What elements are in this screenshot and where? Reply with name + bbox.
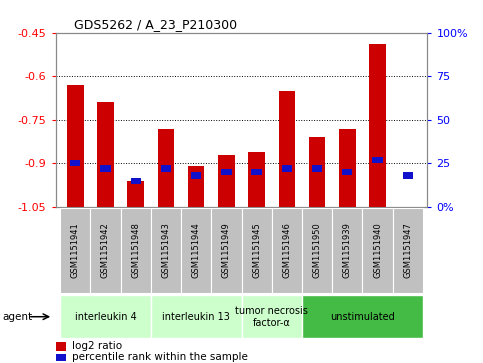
Bar — [332, 208, 362, 293]
Bar — [181, 208, 211, 293]
Bar — [339, 129, 355, 207]
Bar — [100, 166, 111, 172]
Text: unstimulated: unstimulated — [330, 312, 395, 322]
Bar — [272, 208, 302, 293]
Text: GSM1151944: GSM1151944 — [192, 223, 200, 278]
Bar — [60, 208, 90, 293]
Text: GSM1151943: GSM1151943 — [161, 223, 170, 278]
Bar — [221, 169, 231, 175]
Text: interleukin 4: interleukin 4 — [74, 312, 136, 322]
Bar — [128, 181, 144, 207]
Bar — [369, 44, 386, 207]
Text: GSM1151940: GSM1151940 — [373, 223, 382, 278]
Bar — [188, 166, 204, 207]
Text: GSM1151941: GSM1151941 — [71, 223, 80, 278]
Bar — [70, 160, 80, 167]
Text: GSM1151942: GSM1151942 — [101, 223, 110, 278]
Bar — [302, 208, 332, 293]
Text: GSM1151946: GSM1151946 — [283, 223, 291, 278]
Bar — [151, 208, 181, 293]
Text: GSM1151947: GSM1151947 — [403, 223, 412, 278]
Bar — [56, 342, 67, 351]
Bar — [279, 91, 295, 207]
Bar — [218, 155, 235, 207]
Bar — [90, 208, 121, 293]
Text: GDS5262 / A_23_P210300: GDS5262 / A_23_P210300 — [74, 19, 237, 32]
Bar — [151, 295, 242, 338]
Bar — [130, 178, 141, 184]
Bar — [309, 137, 326, 207]
Bar — [242, 208, 272, 293]
Bar — [252, 169, 262, 175]
Bar — [97, 102, 114, 207]
Bar — [60, 295, 151, 338]
Text: agent: agent — [2, 312, 32, 322]
Bar — [67, 85, 84, 207]
Text: GSM1151949: GSM1151949 — [222, 223, 231, 278]
Bar — [211, 208, 242, 293]
Bar — [161, 166, 171, 172]
Bar — [342, 169, 353, 175]
Text: interleukin 13: interleukin 13 — [162, 312, 230, 322]
Bar — [56, 354, 67, 361]
Bar — [191, 172, 201, 179]
Text: log2 ratio: log2 ratio — [72, 341, 123, 351]
Bar — [393, 208, 423, 293]
Text: percentile rank within the sample: percentile rank within the sample — [72, 352, 248, 362]
Text: GSM1151939: GSM1151939 — [343, 223, 352, 278]
Text: tumor necrosis
factor-α: tumor necrosis factor-α — [235, 306, 308, 327]
Bar — [312, 166, 322, 172]
Bar — [242, 295, 302, 338]
Bar — [403, 172, 413, 179]
Text: GSM1151945: GSM1151945 — [252, 223, 261, 278]
Text: GSM1151948: GSM1151948 — [131, 223, 140, 278]
Bar — [302, 295, 423, 338]
Text: GSM1151950: GSM1151950 — [313, 223, 322, 278]
Bar — [248, 152, 265, 207]
Bar — [372, 157, 383, 163]
Bar — [282, 166, 292, 172]
Bar — [121, 208, 151, 293]
Bar — [157, 129, 174, 207]
Bar — [362, 208, 393, 293]
